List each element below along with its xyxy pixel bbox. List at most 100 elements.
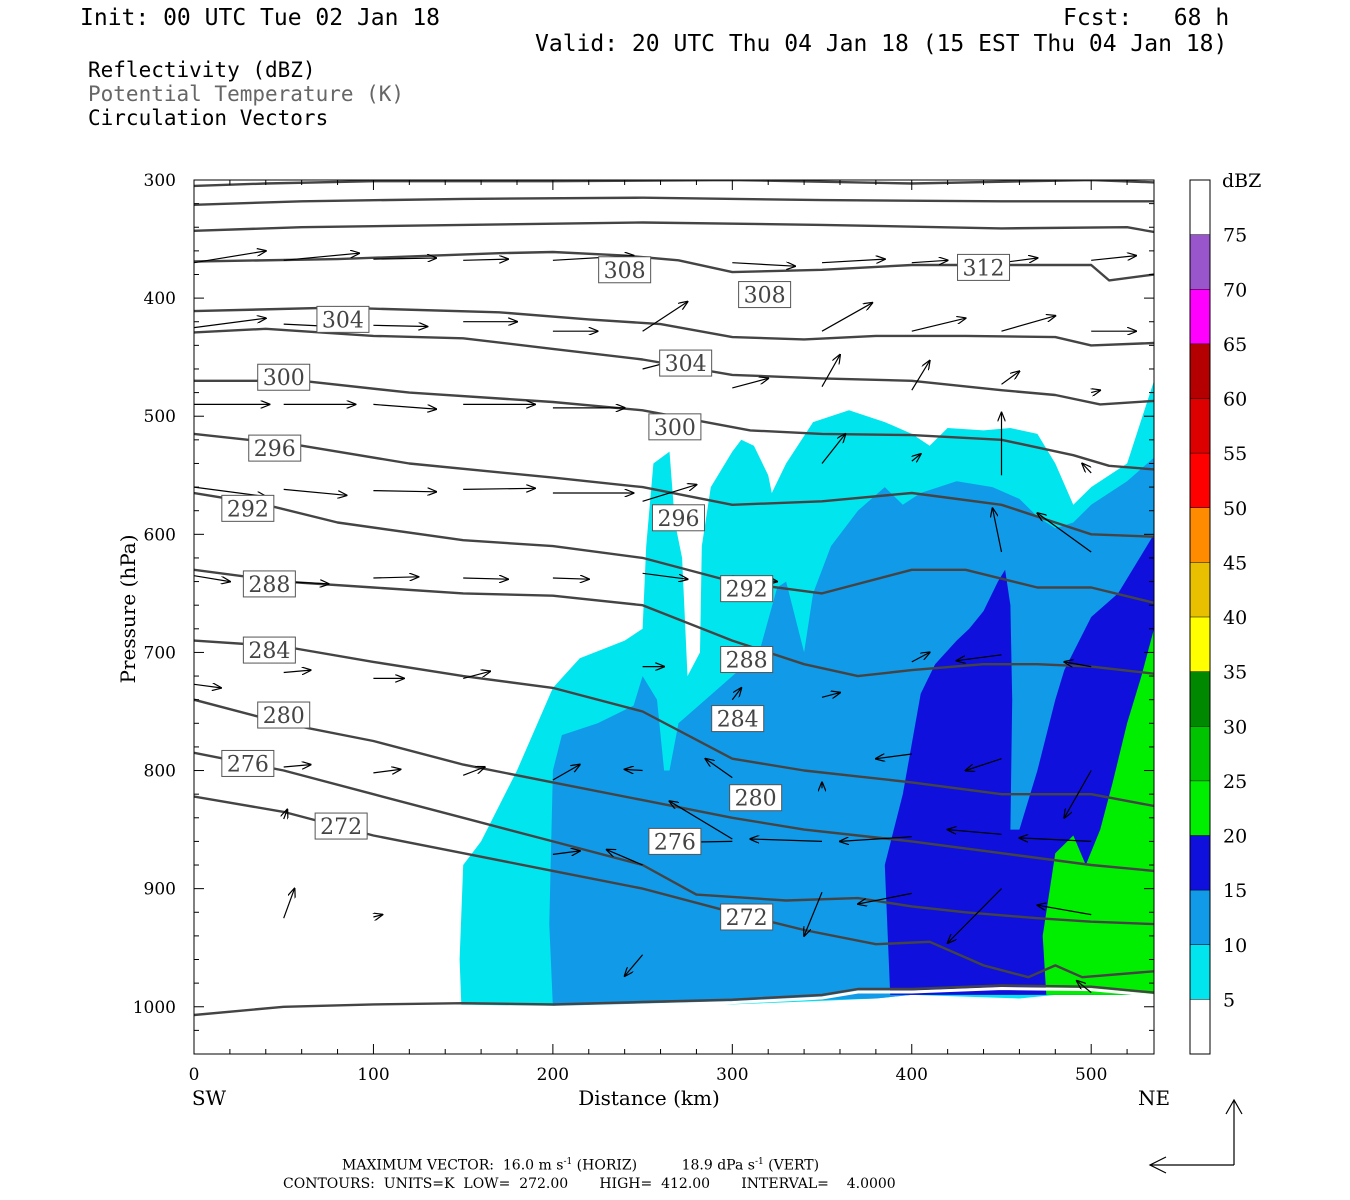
theta-contour-7 <box>194 432 1154 538</box>
circulation-vector <box>194 318 266 329</box>
circulation-vector <box>194 684 221 688</box>
colorbar-segment <box>1190 726 1210 781</box>
contour-label: 272 <box>314 812 368 840</box>
circulation-vector <box>373 258 436 259</box>
circulation-vector <box>1091 390 1100 392</box>
circulation-vector <box>1037 513 1092 553</box>
colorbar-frame <box>1189 179 1211 1055</box>
contour-label: 276 <box>221 749 275 777</box>
contour-label-text: 304 <box>665 352 707 377</box>
circulation-vector <box>966 758 1002 771</box>
circulation-vector <box>642 485 697 502</box>
colorbar-label: 15 <box>1223 880 1247 902</box>
circulation-vector <box>821 303 872 332</box>
circulation-vector <box>373 915 382 917</box>
x-tick-label: 200 <box>537 1065 569 1085</box>
circulation-vector <box>1019 838 1092 842</box>
contour-label-text: 276 <box>227 752 269 777</box>
y-tick-label: 300 <box>144 171 176 191</box>
colorbar-segment <box>1190 180 1210 235</box>
theta-contour-4 <box>194 306 1154 347</box>
colorbar-label: 30 <box>1223 716 1247 738</box>
colorbar-segment <box>1190 835 1210 891</box>
circulation-vector <box>373 325 427 326</box>
circulation-vector <box>957 654 1002 661</box>
circulation-vector <box>948 888 1002 943</box>
circulation-vector <box>1001 316 1056 332</box>
circulation-vector <box>732 263 795 267</box>
colorbar-label: 40 <box>1223 607 1247 629</box>
colorbar-segment <box>1190 617 1210 672</box>
colorbar-segment <box>1190 944 1210 1000</box>
colorbar-label: 75 <box>1223 225 1247 247</box>
circulation-vector <box>1064 770 1092 818</box>
circulation-vector <box>912 454 921 461</box>
circulation-vector <box>1077 981 1092 994</box>
circulation-vector <box>283 253 359 261</box>
circulation-vector <box>821 355 840 387</box>
circulation-vector <box>705 759 733 779</box>
contour-label-text: 276 <box>654 830 696 855</box>
circulation-vector <box>283 670 311 672</box>
theta-contour-0 <box>194 180 1154 188</box>
contours-info: CONTOURS: UNITS=K LOW= 272.00 HIGH= 412.… <box>283 1176 896 1192</box>
circulation-vector <box>1037 905 1092 916</box>
contour-label: 288 <box>242 570 296 598</box>
contour-label-text: 280 <box>263 704 305 729</box>
circulation-vector <box>373 769 400 773</box>
circulation-vector <box>194 251 266 264</box>
circulation-vector <box>552 578 589 579</box>
theta-contour-10 <box>194 639 1154 808</box>
contour-label: 296 <box>248 434 302 462</box>
field-reflectivity: Reflectivity (dBZ) <box>88 58 316 82</box>
contour-label-text: 308 <box>604 259 646 284</box>
circulation-vector <box>463 671 490 679</box>
x-tick-label: 0 <box>189 1065 200 1085</box>
circulation-vector <box>911 260 948 262</box>
colorbar-label: 25 <box>1223 771 1247 793</box>
colorbar-segment <box>1190 289 1210 344</box>
x-end-label-left: SW <box>192 1086 227 1110</box>
init-time: Init: 00 UTC Tue 02 Jan 18 <box>80 5 441 31</box>
theta-contour-6 <box>194 379 1154 471</box>
contour-label: 288 <box>720 646 774 674</box>
theta-contour-11 <box>194 698 1154 873</box>
contour-label: 272 <box>720 903 774 931</box>
contour-label-text: 300 <box>263 366 305 391</box>
contour-label-text: 292 <box>726 578 768 603</box>
theta-contour-12 <box>194 751 1154 926</box>
colorbar-segment <box>1190 562 1210 617</box>
y-tick-label: 1000 <box>133 998 176 1018</box>
reflectivity-region-20dbz <box>1042 628 1154 995</box>
circulation-vector <box>1001 371 1020 385</box>
circulation-vector <box>642 302 688 332</box>
valid-time: Valid: 20 UTC Thu 04 Jan 18 (15 EST Thu … <box>535 31 1228 57</box>
contour-label-text: 292 <box>227 497 269 522</box>
colorbar-segment <box>1190 890 1210 945</box>
circulation-vector <box>750 839 823 841</box>
colorbar-segment-below <box>1190 999 1210 1054</box>
surface-line <box>194 986 1154 1020</box>
colorbar-label: 50 <box>1223 498 1247 520</box>
circulation-vector <box>804 891 823 936</box>
colorbar: 5 10 15 20 25 30 35 40 45 50 55 60 65 70 75 dBZ <box>1189 170 1261 1055</box>
colorbar-label: 60 <box>1223 389 1247 411</box>
circulation-vector <box>194 575 230 582</box>
colorbar-units: dBZ <box>1222 170 1261 192</box>
circulation-vector <box>732 378 768 389</box>
contour-label-text: 288 <box>726 649 768 674</box>
contour-label-text: 284 <box>717 708 759 733</box>
theta-contour-2 <box>194 221 1154 234</box>
colorbar-label: 10 <box>1223 935 1247 957</box>
circulation-vector <box>283 488 347 495</box>
circulation-vector <box>911 318 966 332</box>
contour-label: 280 <box>729 784 783 812</box>
circulation-vector <box>1064 662 1092 667</box>
colorbar-segment <box>1190 234 1210 290</box>
circulation-vector <box>462 767 485 776</box>
contour-label-text: 272 <box>726 906 768 931</box>
forecast-hour: Fcst: 68 h <box>1063 5 1230 31</box>
y-tick-label: 900 <box>144 880 176 900</box>
theta-contour-1 <box>194 196 1154 206</box>
